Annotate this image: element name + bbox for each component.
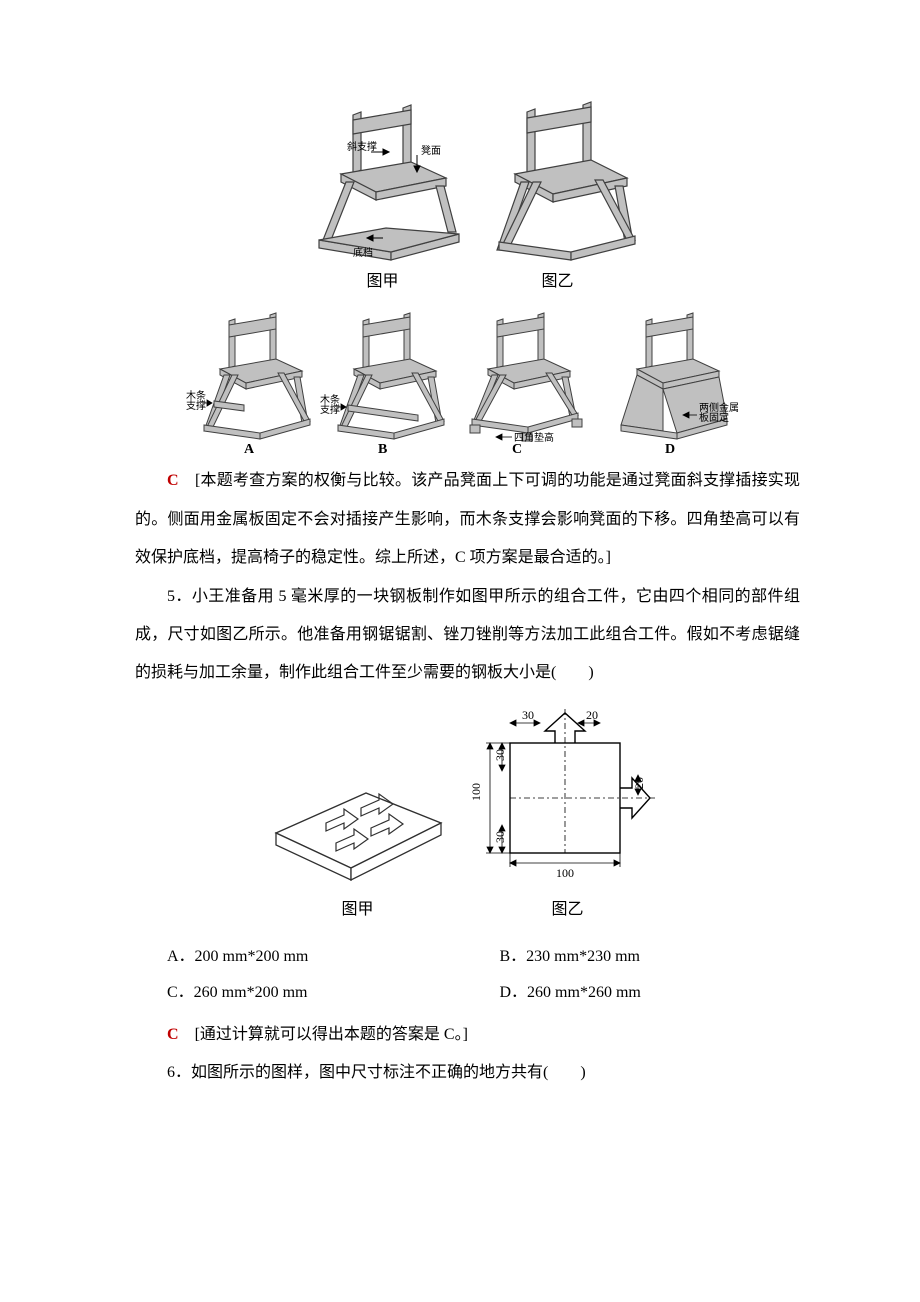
q5-cap-yi: 图乙 xyxy=(458,899,678,921)
q5-opt-d: D．260 mm*260 mm xyxy=(468,975,801,1010)
dim-100v: 100 xyxy=(469,783,483,801)
dim-20b: 20 xyxy=(632,777,646,789)
caption-yi: 图乙 xyxy=(473,271,643,293)
question-5: 5．小王准备用 5 毫米厚的一块钢板制作如图甲所示的组合工件，它由四个相同的部件… xyxy=(135,578,800,693)
q5-opt-c: C．260 mm*200 mm xyxy=(135,975,468,1010)
opt-d-label2: 板固定 xyxy=(699,411,729,424)
figure-q5: 30 20 100 30 30 20 100 xyxy=(135,703,800,893)
q5-opt-b: B．230 mm*230 mm xyxy=(468,939,801,974)
q5-fig-yi: 30 20 100 30 30 20 100 xyxy=(460,703,680,888)
answer-5-text: [通过计算就可以得出本题的答案是 C。] xyxy=(179,1026,468,1043)
answer-4-letter: C xyxy=(167,472,179,489)
label-xie: 斜支撑 xyxy=(347,140,377,153)
q5-fig-jia xyxy=(256,713,456,888)
dim-30b: 30 xyxy=(493,831,507,843)
opt-d-letter: D xyxy=(665,442,675,456)
chair-jia-svg: 斜支撑 凳面 底档 xyxy=(291,100,471,265)
chair-opt-c: 四角垫高 C xyxy=(452,311,597,456)
q6-number: 6． xyxy=(167,1064,191,1081)
chair-opt-a: 木条 支撑 A xyxy=(184,311,314,456)
opt-b-label2: 支撑 xyxy=(320,403,340,416)
q5-cap-jia: 图甲 xyxy=(258,899,458,921)
dim-30a2: 30 xyxy=(493,749,507,761)
chair-yi-svg xyxy=(475,100,645,265)
caption-row-q5: 图甲图乙 xyxy=(135,899,800,921)
answer-5: C [通过计算就可以得出本题的答案是 C。] xyxy=(135,1016,800,1054)
dim-30a: 30 xyxy=(522,708,534,722)
label-di: 底档 xyxy=(353,246,373,259)
chair-opt-b: 木条 支撑 B xyxy=(318,311,448,456)
question-6: 6．如图所示的图样，图中尺寸标注不正确的地方共有( ) xyxy=(135,1054,800,1092)
figure-chairs-top: 斜支撑 凳面 底档 xyxy=(135,100,800,265)
answer-5-letter: C xyxy=(167,1026,179,1043)
dim-20a: 20 xyxy=(586,708,598,722)
answer-4-text: [本题考查方案的权衡与比较。该产品凳面上下可调的功能是通过凳面斜支撑插接实现的。… xyxy=(135,472,800,566)
answer-4: C [本题考查方案的权衡与比较。该产品凳面上下可调的功能是通过凳面斜支撑插接实现… xyxy=(135,462,800,577)
label-mian: 凳面 xyxy=(421,145,441,157)
q5-text: 小王准备用 5 毫米厚的一块钢板制作如图甲所示的组合工件，它由四个相同的部件组成… xyxy=(135,588,800,682)
q5-number: 5． xyxy=(167,588,192,605)
chair-opt-d: 两侧金属 板固定 D xyxy=(601,311,751,456)
q6-text: 如图所示的图样，图中尺寸标注不正确的地方共有( ) xyxy=(191,1064,586,1081)
opt-a-letter: A xyxy=(244,442,255,456)
q5-opt-a: A．200 mm*200 mm xyxy=(135,939,468,974)
dim-100h: 100 xyxy=(556,866,574,880)
q5-options: A．200 mm*200 mm B．230 mm*230 mm C．260 mm… xyxy=(135,939,800,1009)
caption-row-1: 图甲图乙 xyxy=(135,271,800,293)
opt-a-label2: 支撑 xyxy=(186,399,206,412)
opt-b-letter: B xyxy=(378,442,387,456)
opt-c-letter: C xyxy=(512,442,522,456)
figure-chairs-options: 木条 支撑 A 木条 xyxy=(135,311,800,456)
caption-jia: 图甲 xyxy=(293,271,473,293)
